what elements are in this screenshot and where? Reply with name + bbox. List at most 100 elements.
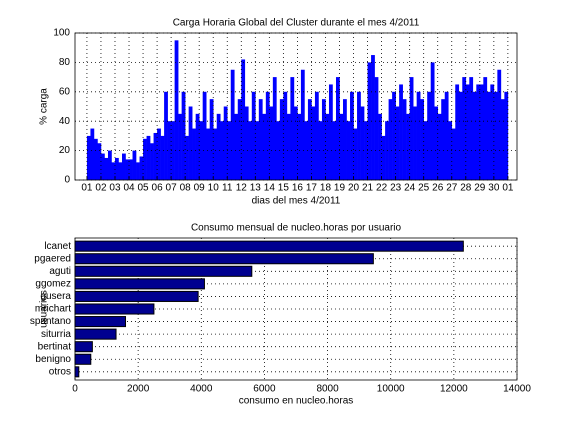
y-tick-label: gusera (40, 291, 71, 302)
x-tick-label: 14 (264, 183, 276, 194)
x-axis-label: consumo en nucleo.horas (239, 396, 354, 407)
x-tick-label: 06 (152, 183, 164, 194)
x-tick-label: 6000 (253, 384, 276, 395)
bar (93, 138, 98, 180)
bar (227, 121, 232, 180)
bar (328, 84, 333, 180)
bar (74, 265, 253, 277)
bar (199, 121, 203, 180)
y-tick-label: aguti (49, 266, 71, 277)
bar (216, 113, 221, 180)
bar (448, 121, 453, 180)
y-axis-label: % carga (39, 88, 50, 125)
bar (381, 135, 386, 180)
bar (209, 99, 214, 180)
bar (251, 91, 256, 180)
x-tick-label: 0 (72, 384, 78, 395)
bar (346, 121, 351, 180)
bar (74, 316, 127, 328)
bar (332, 121, 337, 180)
bar (371, 55, 375, 180)
x-tick-label: 02 (95, 183, 107, 194)
x-tick-label: 01 (81, 183, 93, 194)
y-tick-label: lcanet (44, 241, 71, 252)
x-axis-label: dias del mes 4/2011 (252, 196, 341, 207)
bar (374, 77, 379, 180)
bar (237, 99, 242, 180)
bar (255, 121, 260, 180)
x-tick-label: 07 (166, 183, 178, 194)
x-tick-label: 23 (390, 183, 402, 194)
bar (367, 62, 372, 180)
x-tick-label: 21 (362, 183, 374, 194)
y-tick-label: 20 (59, 145, 71, 156)
bar (125, 159, 130, 180)
bar (164, 91, 168, 180)
bar (455, 84, 460, 180)
x-tick-label: 11 (222, 183, 233, 194)
bar (206, 128, 211, 180)
bar (307, 99, 312, 180)
bar (181, 91, 186, 180)
y-tick-label: pgaered (34, 253, 71, 264)
bar (143, 138, 147, 180)
bar (74, 366, 80, 378)
bar (321, 99, 326, 180)
bar (160, 135, 165, 180)
bar (74, 278, 205, 290)
x-tick-label: 08 (180, 183, 192, 194)
bar (230, 69, 235, 180)
bar (427, 91, 432, 180)
bar (262, 113, 267, 180)
bar (434, 106, 439, 180)
x-tick-label: 8000 (316, 384, 339, 395)
x-tick-label: 26 (432, 183, 444, 194)
bar (409, 77, 414, 180)
bar (399, 84, 403, 180)
bar (465, 84, 470, 180)
bar (279, 99, 284, 180)
bar (174, 40, 179, 180)
bar (97, 143, 102, 180)
y-tick-label: spantano (30, 316, 72, 327)
x-tick-label: 19 (334, 183, 346, 194)
bar (111, 162, 116, 180)
x-tick-label: 01 (502, 183, 514, 194)
bar (276, 121, 281, 180)
bar (248, 121, 253, 180)
bar (353, 128, 358, 180)
y-tick-label: ggomez (35, 279, 71, 290)
bar (500, 99, 505, 180)
bar (413, 106, 417, 180)
x-tick-label: 03 (109, 183, 121, 194)
bar (300, 69, 305, 180)
bar (100, 153, 105, 180)
bar (178, 113, 182, 180)
x-tick-label: 12000 (440, 384, 468, 395)
x-tick-label: 10 (208, 183, 220, 194)
bar (437, 113, 442, 180)
y-tick-label: mrichart (35, 304, 71, 315)
x-tick-label: 15 (278, 183, 290, 194)
bar (107, 150, 112, 180)
bar (192, 128, 196, 180)
bar (188, 106, 193, 180)
bar (462, 77, 467, 180)
y-tick-label: 80 (59, 57, 71, 68)
bar (185, 135, 189, 180)
x-tick-label: 22 (376, 183, 388, 194)
bar (86, 135, 91, 180)
x-tick-label: 14000 (503, 384, 531, 395)
bar (223, 106, 228, 180)
bar (129, 159, 133, 180)
bar (74, 341, 93, 353)
bar (146, 135, 151, 180)
bar (314, 91, 319, 180)
x-tick-label: 25 (418, 183, 430, 194)
bar (283, 91, 288, 180)
bar (74, 303, 155, 315)
x-tick-label: 28 (460, 183, 472, 194)
bar (74, 353, 92, 365)
x-tick-label: 27 (446, 183, 458, 194)
